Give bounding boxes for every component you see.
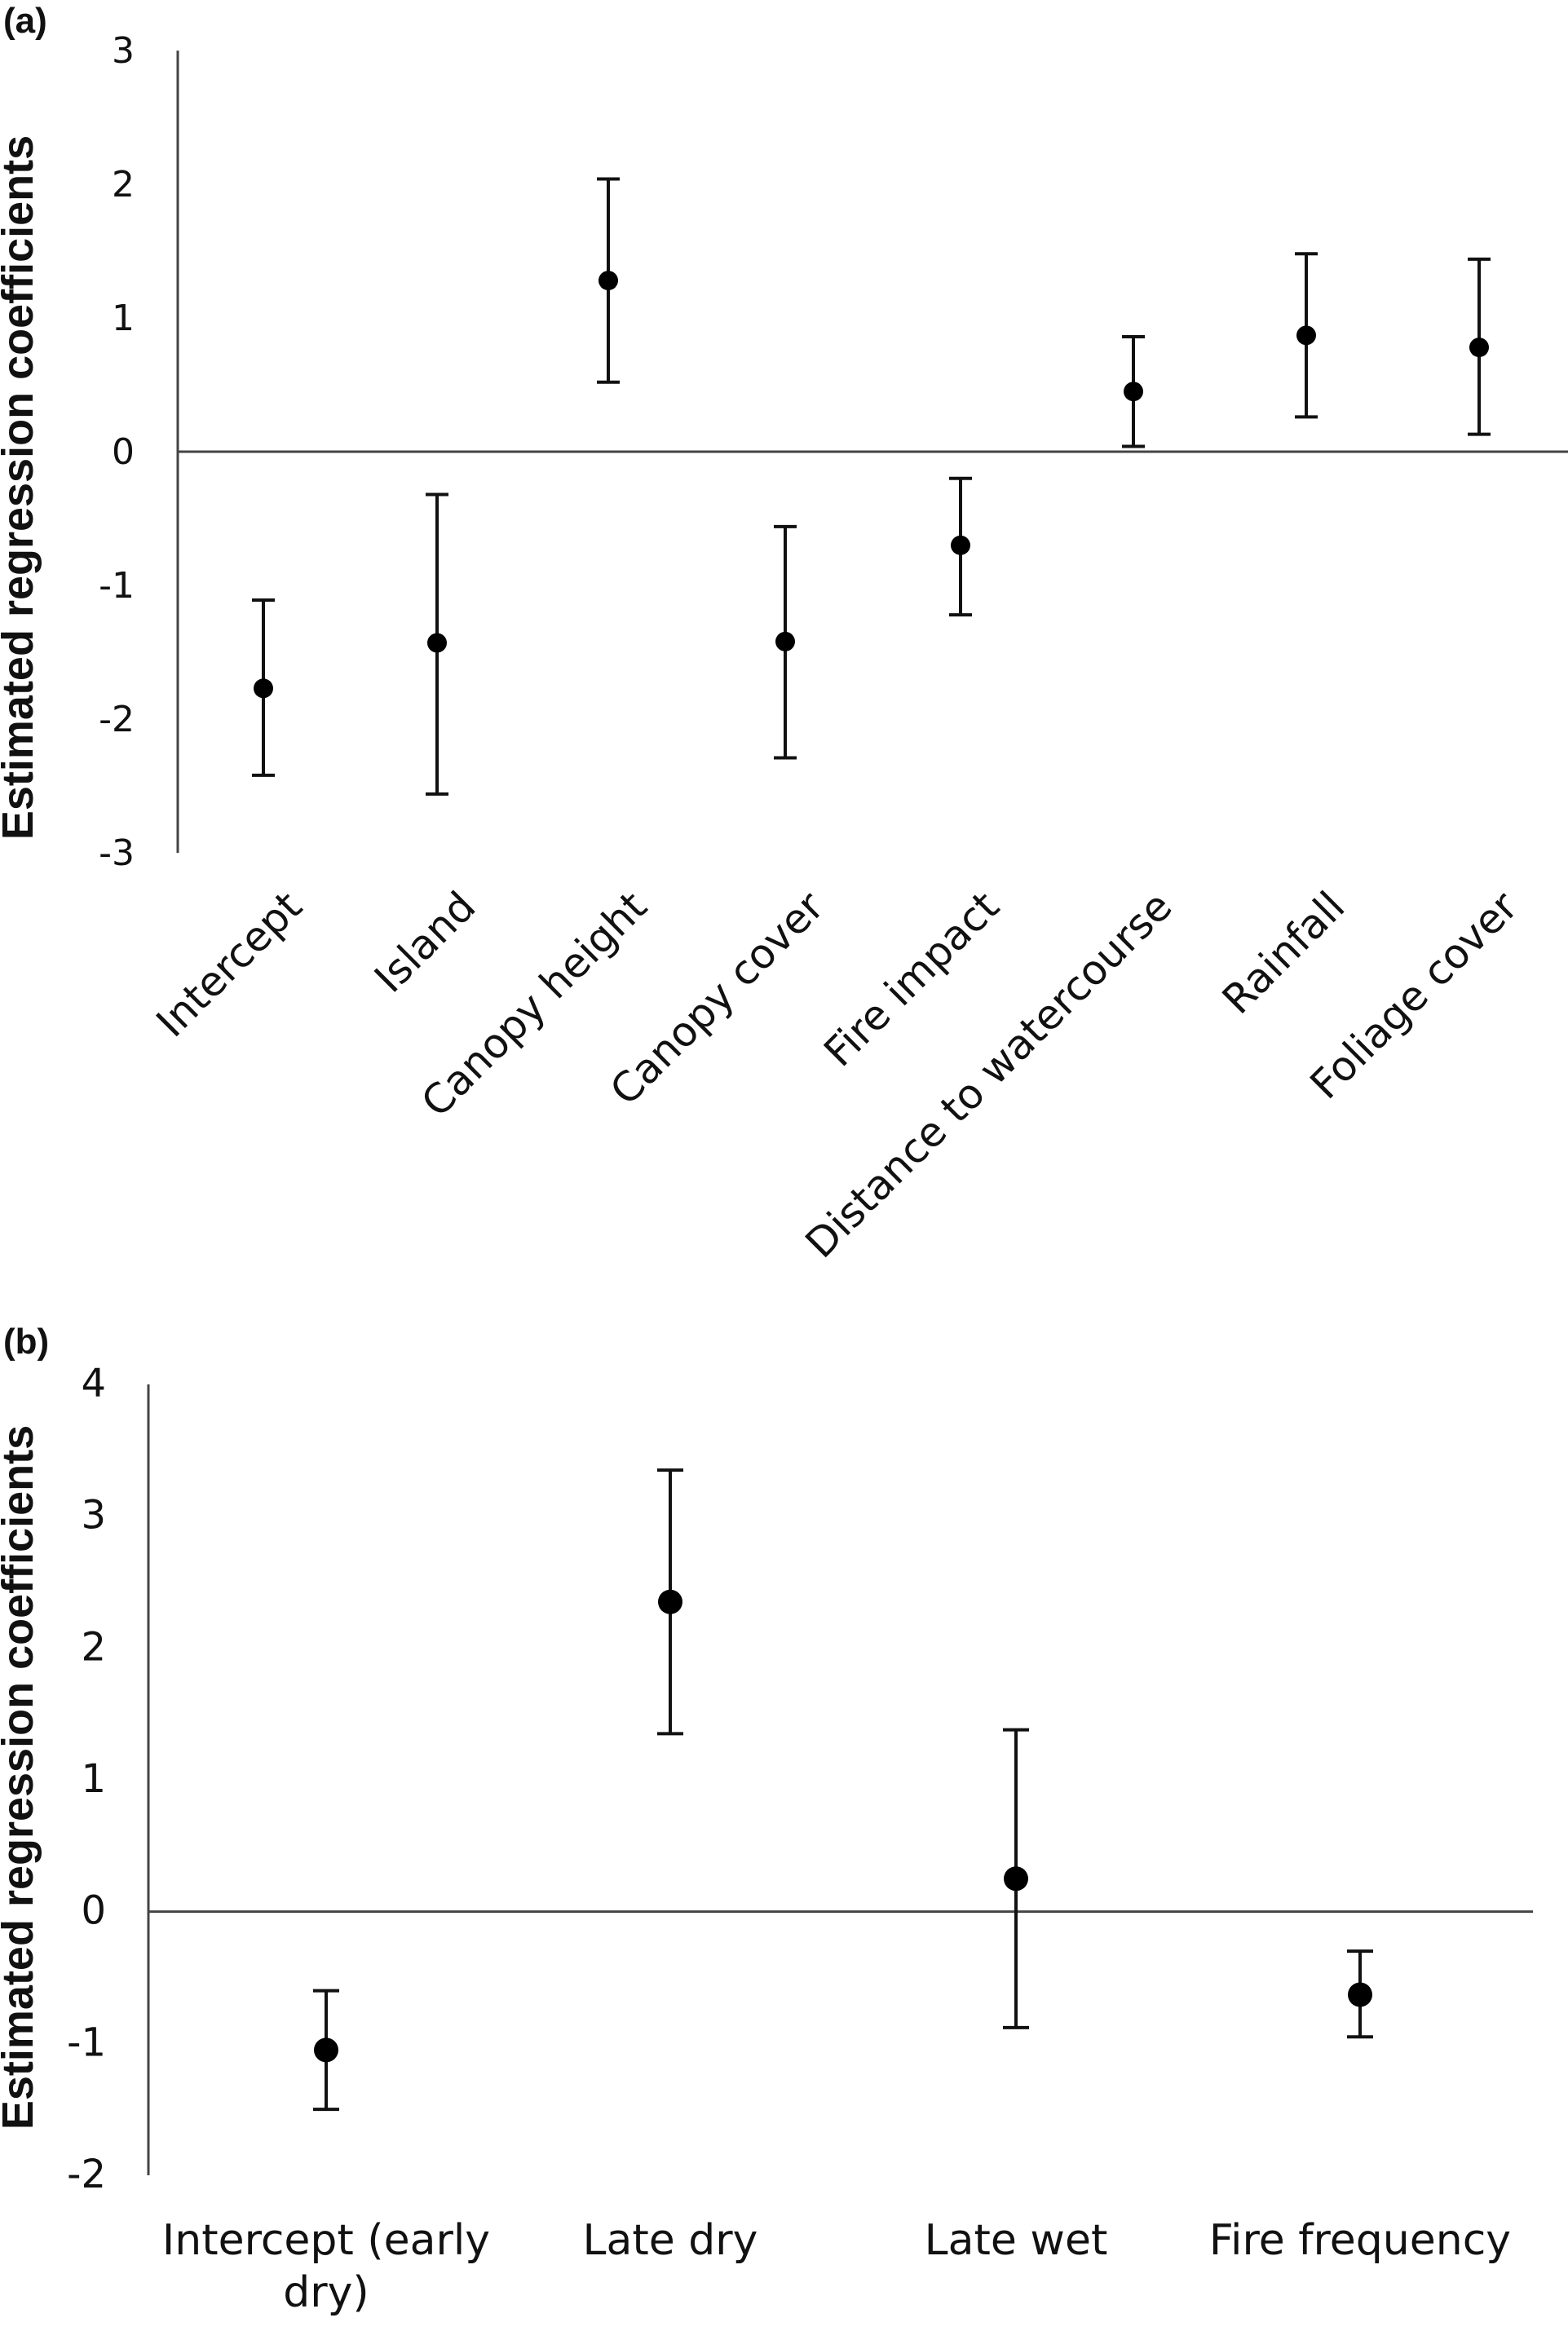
category-label: Island [365,882,484,1001]
panel-b-data-marks [313,1468,1373,2112]
data-point [1296,325,1316,346]
panel-a-y-axis-label: Estimated regression coefficients [0,135,42,840]
category-label: Fire frequency [1209,2216,1511,2265]
data-point [1469,338,1489,358]
data-point-group [426,492,448,796]
y-tick-label: 4 [81,1361,106,1406]
data-point-group [657,1468,683,1736]
panel-b-y-ticks: 4 3 2 1 0 -1 -2 [67,1361,106,2197]
data-point [1124,382,1143,402]
panel-a-y-ticks: 3 2 1 0 -1 -2 -3 [99,30,135,874]
category-label: Intercept (early dry) [162,2216,490,2317]
panel-b-label: (b) [3,1322,49,1362]
data-point-group [313,1989,339,2112]
y-tick-label: 1 [112,298,135,339]
data-point [1348,1982,1372,2007]
y-tick-label: -1 [99,565,135,607]
panel-b-y-axis-label: Estimated regression coefficients [0,1425,42,2130]
data-point-group [1122,334,1145,448]
category-label-line: Fire frequency [1209,2216,1511,2265]
data-point [254,678,273,699]
y-tick-label: 2 [112,164,135,205]
y-tick-label: 3 [112,30,135,72]
category-label-line: Late dry [583,2216,758,2265]
y-tick-label: 3 [81,1493,106,1539]
y-tick-label: 0 [81,1888,106,1934]
category-label: Fire impact [815,882,1008,1075]
category-label-line: dry) [283,2268,369,2317]
y-tick-label: 0 [112,431,135,473]
data-point-group [1295,252,1318,419]
panel-a-data-marks [252,177,1491,796]
data-point-group [597,177,620,384]
data-point-group [774,524,797,760]
y-tick-label: 2 [81,1624,106,1670]
data-point-group [1003,1728,1029,2029]
data-point [598,271,618,291]
category-label: Late dry [583,2216,758,2265]
data-point [1004,1866,1028,1892]
data-point [427,633,447,653]
panel-a: (a) Estimated regression coefficients 3 2… [0,1,1568,1267]
y-tick-label: -2 [99,699,135,740]
panel-b: (b) Estimated regression coefficients 4 3… [0,1322,1533,2317]
panel-a-label: (a) [3,1,47,41]
data-point-group [252,598,275,777]
y-tick-label: -2 [67,2152,106,2197]
data-point [951,535,970,555]
y-tick-label: 1 [81,1756,106,1802]
data-point-group [1468,257,1491,436]
data-point-group [1347,1949,1373,2039]
data-point [314,2037,338,2063]
category-label: Intercept [148,882,311,1046]
y-tick-label: -3 [99,832,135,874]
data-point-group [949,476,972,617]
panel-b-category-labels: Intercept (early dry) Late dry Late wet Fire… [162,2216,1511,2317]
category-label: Rainfall [1213,882,1354,1022]
category-label: Late wet [925,2216,1108,2265]
category-label-line: Intercept (early [162,2216,490,2265]
data-point [658,1589,682,1614]
category-label-line: Late wet [925,2216,1108,2265]
data-point [775,631,795,651]
y-tick-label: -1 [67,2020,106,2065]
category-label: Distance to watercourse [797,882,1182,1267]
